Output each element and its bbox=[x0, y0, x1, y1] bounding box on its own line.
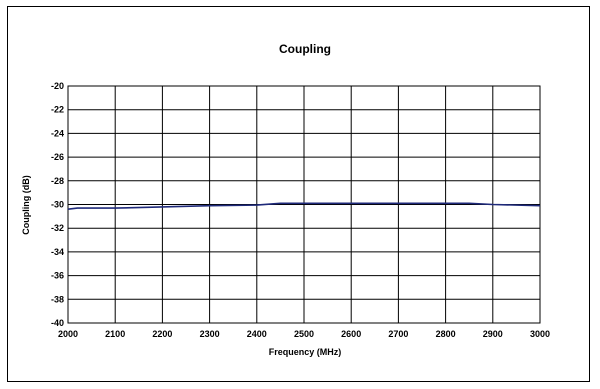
x-tick-label: 2200 bbox=[152, 329, 172, 339]
x-tick-label: 3000 bbox=[530, 329, 550, 339]
y-tick-label: -36 bbox=[51, 271, 64, 281]
y-tick-label: -38 bbox=[51, 294, 64, 304]
x-tick-label: 2100 bbox=[105, 329, 125, 339]
y-tick-label: -28 bbox=[51, 176, 64, 186]
y-tick-label: -34 bbox=[51, 247, 64, 257]
chart-title: Coupling bbox=[279, 42, 331, 56]
x-tick-label: 2700 bbox=[388, 329, 408, 339]
y-tick-label: -30 bbox=[51, 200, 64, 210]
x-tick-label: 2800 bbox=[436, 329, 456, 339]
y-tick-label: -24 bbox=[51, 128, 64, 138]
x-tick-label: 2400 bbox=[247, 329, 267, 339]
plot-border bbox=[67, 85, 541, 324]
y-tick-label: -20 bbox=[51, 81, 64, 91]
y-tick-label: -26 bbox=[51, 152, 64, 162]
x-tick-label: 2500 bbox=[294, 329, 314, 339]
y-tick-label: -22 bbox=[51, 105, 64, 115]
x-tick-label: 2600 bbox=[341, 329, 361, 339]
x-axis-label: Frequency (MHz) bbox=[269, 347, 342, 357]
y-tick-label: -32 bbox=[51, 223, 64, 233]
x-tick-label: 2900 bbox=[483, 329, 503, 339]
series-line bbox=[67, 202, 541, 210]
series-layer bbox=[67, 202, 541, 210]
grid-layer bbox=[67, 85, 541, 324]
x-tick-label: 2300 bbox=[200, 329, 220, 339]
x-tick-label: 2000 bbox=[58, 329, 78, 339]
y-axis-label: Coupling (dB) bbox=[21, 175, 31, 234]
y-tick-label: -40 bbox=[51, 318, 64, 328]
